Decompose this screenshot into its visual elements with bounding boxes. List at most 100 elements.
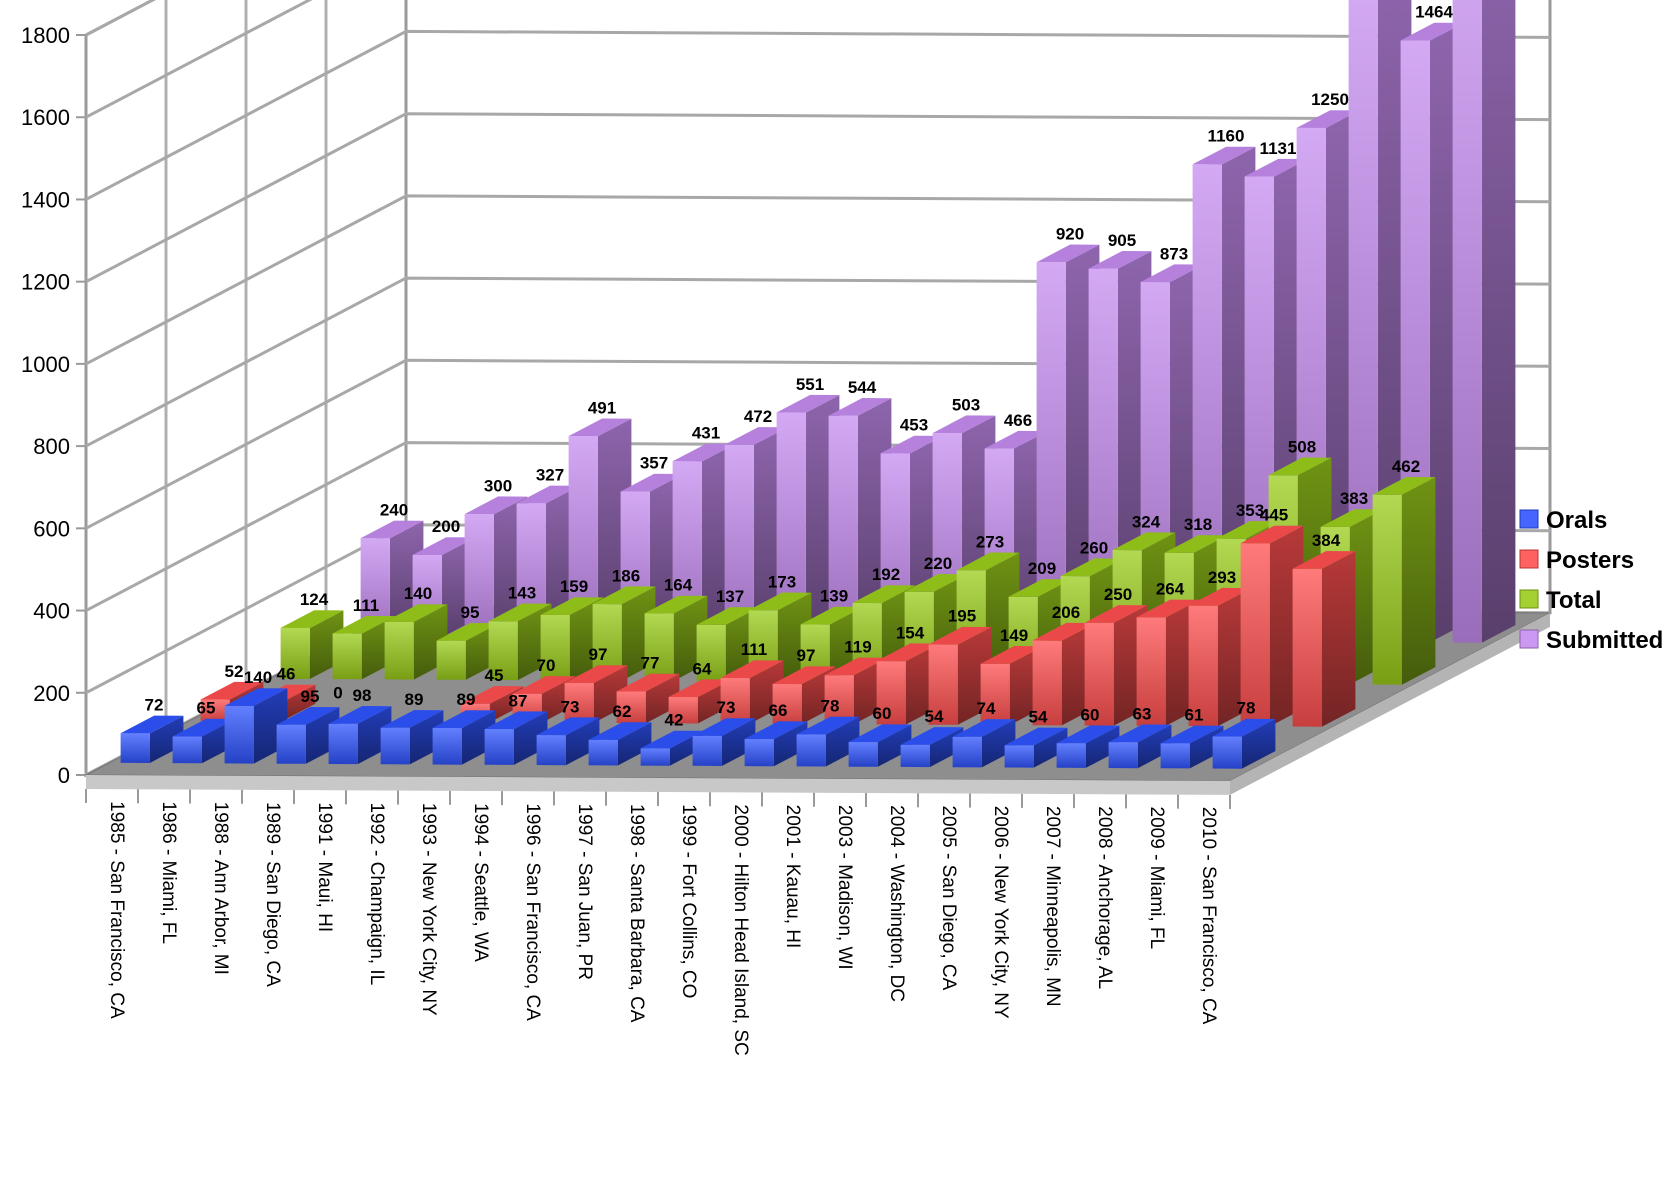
bar-top bbox=[852, 585, 916, 604]
gridline bbox=[85, 29, 1551, 201]
bar-top bbox=[692, 718, 756, 736]
data-label: 159 bbox=[560, 577, 588, 596]
bar-top bbox=[1108, 724, 1172, 743]
data-label: 72 bbox=[145, 696, 164, 715]
bar-front bbox=[564, 682, 594, 723]
bar-top bbox=[1244, 158, 1308, 177]
bar-front bbox=[120, 733, 150, 763]
data-label: 111 bbox=[353, 596, 380, 615]
bar-top bbox=[668, 679, 732, 698]
bar-top bbox=[1296, 110, 1360, 128]
bar-top bbox=[824, 657, 888, 676]
bar-top bbox=[724, 427, 788, 445]
bar-front bbox=[616, 691, 646, 724]
bar-top bbox=[484, 711, 548, 730]
data-label: 186 bbox=[612, 566, 640, 585]
bar-top bbox=[384, 604, 448, 622]
x-tick-label: 1985 - San Francisco, CA bbox=[106, 801, 127, 1019]
data-label: 70 bbox=[537, 656, 556, 675]
bar-top bbox=[516, 485, 580, 504]
bar-top bbox=[1036, 244, 1100, 263]
bar-front bbox=[876, 661, 906, 725]
bar-top bbox=[536, 717, 600, 736]
bar-orals-1991-maui-hi: 98 bbox=[328, 686, 392, 765]
bar-orals-2005-san-diego-ca: 74 bbox=[952, 699, 1016, 768]
bar-top bbox=[332, 615, 396, 634]
bar-front bbox=[1032, 640, 1062, 726]
y-tick-label: 200 bbox=[33, 681, 70, 706]
legend-swatch bbox=[1519, 509, 1539, 529]
y-tick-label: 1400 bbox=[21, 187, 70, 212]
bar-top bbox=[1192, 146, 1256, 165]
data-label: 89 bbox=[405, 690, 424, 709]
bar-front bbox=[536, 735, 566, 766]
data-label: 260 bbox=[1080, 538, 1108, 557]
y-tick-label: 1600 bbox=[21, 105, 70, 130]
bar-top bbox=[644, 595, 708, 614]
bar-front bbox=[380, 727, 410, 765]
bar-top bbox=[380, 710, 444, 728]
data-label: 264 bbox=[1156, 579, 1185, 598]
bar-front bbox=[1084, 622, 1114, 726]
x-tick-label: 2003 - Madison, WI bbox=[834, 805, 855, 970]
bar-orals-2000-hilton-head-island-sc: 66 bbox=[744, 701, 808, 767]
bar-side bbox=[1085, 725, 1120, 768]
data-label: 466 bbox=[1004, 411, 1032, 430]
bar-front bbox=[824, 675, 854, 725]
bar-front bbox=[436, 640, 466, 680]
bar-top bbox=[224, 688, 288, 706]
bar-front bbox=[720, 677, 750, 724]
bar-orals-1996-san-francisco-ca: 73 bbox=[536, 697, 600, 766]
data-label: 62 bbox=[613, 702, 632, 721]
gridline bbox=[85, 0, 313, 119]
bar-front bbox=[540, 614, 570, 681]
bar-top bbox=[952, 719, 1016, 737]
bar-orals-1993-new-york-city-ny: 89 bbox=[432, 690, 496, 765]
bar-front bbox=[1292, 568, 1322, 727]
data-label: 139 bbox=[820, 587, 848, 606]
x-tick-label: 1986 - Miami, FL bbox=[158, 801, 179, 944]
bar-top bbox=[1188, 587, 1252, 606]
bar-side bbox=[825, 716, 860, 767]
x-tick-label: 1993 - New York City, NY bbox=[418, 803, 439, 1016]
bar-top bbox=[800, 606, 864, 625]
bar-front bbox=[1192, 164, 1222, 642]
bar-top bbox=[460, 686, 524, 704]
bar-top bbox=[1004, 727, 1068, 746]
y-tick-label: 0 bbox=[58, 763, 70, 788]
bar-orals-2001-kauau-hi: 78 bbox=[796, 697, 860, 767]
x-tick-label: 1994 - Seattle, WA bbox=[470, 803, 491, 962]
bar-front bbox=[200, 699, 230, 721]
data-label: 65 bbox=[197, 699, 216, 718]
bar-front bbox=[724, 444, 754, 639]
legend-swatch bbox=[1519, 549, 1539, 569]
bar-top bbox=[1140, 264, 1204, 283]
x-axis-ticks: 1985 - San Francisco, CA 1986 - Miami, FL… bbox=[85, 789, 1231, 1056]
data-label: 905 bbox=[1108, 231, 1136, 250]
bar-top bbox=[1160, 725, 1224, 744]
data-label: 54 bbox=[925, 707, 944, 726]
bar-top bbox=[772, 666, 836, 685]
y-tick-label: 600 bbox=[33, 516, 70, 541]
legend-label: Posters bbox=[1546, 547, 1634, 574]
data-label: 195 bbox=[948, 607, 976, 626]
data-label: 140 bbox=[404, 584, 432, 603]
x-tick-label: 1992 - Champaign, IL bbox=[366, 802, 387, 985]
bar-top bbox=[432, 710, 496, 729]
data-label: 98 bbox=[353, 686, 372, 705]
bar-top bbox=[564, 665, 628, 683]
data-label: 1160 bbox=[1208, 127, 1245, 146]
bar-top bbox=[904, 574, 968, 592]
bar-top bbox=[900, 727, 964, 745]
bar-top bbox=[280, 610, 344, 629]
bar-top bbox=[540, 597, 604, 615]
data-label: 97 bbox=[589, 645, 608, 664]
legend-label: Orals bbox=[1546, 507, 1607, 534]
data-label: 137 bbox=[716, 587, 744, 606]
bar-front bbox=[1452, 0, 1482, 643]
bar-top bbox=[1008, 579, 1072, 597]
bar-total-1985-san-francisco-ca: 124 bbox=[280, 590, 344, 679]
bar-top bbox=[956, 552, 1020, 571]
bar-orals-2006-new-york-city-ny: 54 bbox=[1004, 708, 1068, 768]
